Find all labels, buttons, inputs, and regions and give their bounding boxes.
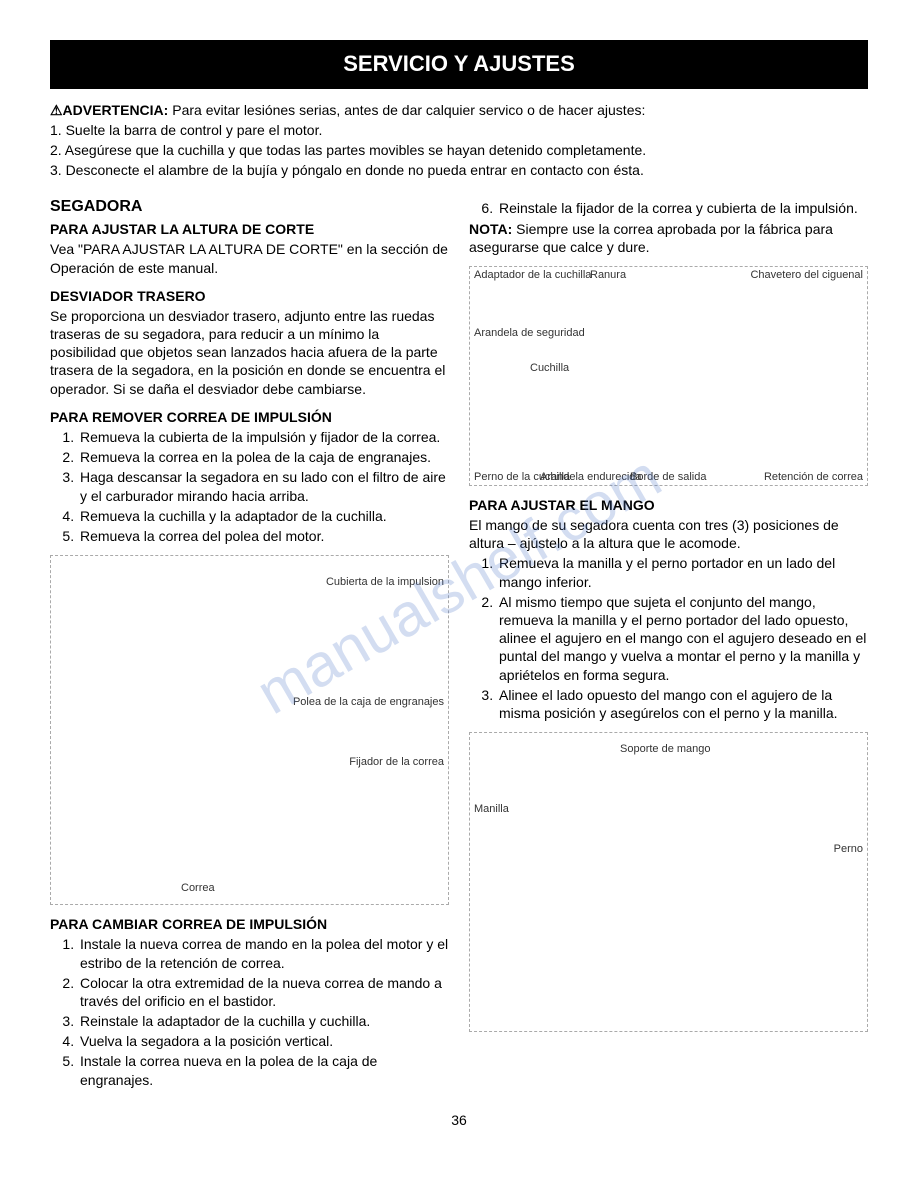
diag-label: Arandela de seguridad [474, 327, 585, 339]
mango-intro: El mango de su segadora cuenta con tres … [469, 516, 868, 552]
page-number: 36 [50, 1111, 868, 1129]
list-item: Haga descansar la segadora en su lado co… [78, 468, 449, 504]
diag-label: Cuchilla [530, 362, 569, 374]
remover-title: PARA REMOVER CORREA DE IMPULSIÓN [50, 408, 449, 426]
nota-line: NOTA: Siempre use la correa aprobada por… [469, 220, 868, 256]
mango-list: Remueva la manilla y el perno portador e… [469, 554, 868, 722]
right-column: Reinstale la fijador de la correa y cubi… [469, 197, 868, 1090]
warning-item-3: 3. Desconecte el alambre de la bujía y p… [50, 161, 868, 179]
list-item: Reinstale la adaptador de la cuchilla y … [78, 1012, 449, 1030]
left-column: SEGADORA PARA AJUSTAR LA ALTURA DE CORTE… [50, 197, 449, 1090]
diag-label: Chavetero del ciguenal [750, 269, 863, 281]
diag-label: Borde de salida [630, 471, 706, 483]
reinstale-list: Reinstale la fijador de la correa y cubi… [469, 199, 868, 217]
diag-label: Perno [834, 843, 863, 855]
list-item: Remueva la correa del polea del motor. [78, 527, 449, 545]
list-item: Al mismo tiempo que sujeta el conjunto d… [497, 593, 868, 684]
desviador-title: DESVIADOR TRASERO [50, 287, 449, 305]
diag-label: Fijador de la correa [349, 756, 444, 768]
header-bar: SERVICIO Y AJUSTES [50, 40, 868, 89]
warning-item-2: 2. Asegúrese que la cuchilla y que todas… [50, 141, 868, 159]
diag-label: Soporte de mango [620, 743, 711, 755]
remover-list: Remueva la cubierta de la impulsión y fi… [50, 428, 449, 545]
diag-label: Polea de la caja de engranajes [293, 696, 444, 708]
list-item: Alinee el lado opuesto del mango con el … [497, 686, 868, 722]
warning-intro: ⚠ADVERTENCIA: Para evitar lesiónes seria… [50, 101, 868, 119]
altura-title: PARA AJUSTAR LA ALTURA DE CORTE [50, 220, 449, 238]
list-item: Colocar la otra extremidad de la nueva c… [78, 974, 449, 1010]
mango-title: PARA AJUSTAR EL MANGO [469, 496, 868, 514]
cambiar-list: Instale la nueva correa de mando en la p… [50, 935, 449, 1089]
diag-label: Adaptador de la cuchilla [474, 269, 591, 281]
list-item: Remueva la correa en la polea de la caja… [78, 448, 449, 466]
cambiar-title: PARA CAMBIAR CORREA DE IMPULSIÓN [50, 915, 449, 933]
list-item: Remueva la manilla y el perno portador e… [497, 554, 868, 590]
warning-item-1: 1. Suelte la barra de control y pare el … [50, 121, 868, 139]
diagram-handle: Soporte de mango Manilla Perno [469, 732, 868, 1032]
altura-text: Vea "PARA AJUSTAR LA ALTURA DE CORTE" en… [50, 240, 449, 276]
diag-label: Arandela endurecida [540, 471, 642, 483]
warning-intro-text: Para evitar lesiónes serias, antes de da… [168, 102, 645, 118]
list-item: Reinstale la fijador de la correa y cubi… [497, 199, 868, 217]
list-item: Instale la nueva correa de mando en la p… [78, 935, 449, 971]
diag-label: Retención de correa [764, 471, 863, 483]
nota-label: NOTA: [469, 221, 512, 237]
content-columns: SEGADORA PARA AJUSTAR LA ALTURA DE CORTE… [50, 197, 868, 1090]
diag-label: Ranura [590, 269, 626, 281]
diag-label: Correa [181, 882, 215, 894]
warning-label: ⚠ADVERTENCIA: [50, 102, 168, 118]
list-item: Remueva la cubierta de la impulsión y fi… [78, 428, 449, 446]
list-item: Vuelva la segadora a la posición vertica… [78, 1032, 449, 1050]
diagram-drive-cover: Cubierta de la impulsion Polea de la caj… [50, 555, 449, 905]
nota-text: Siempre use la correa aprobada por la fá… [469, 221, 833, 255]
warning-block: ⚠ADVERTENCIA: Para evitar lesiónes seria… [50, 101, 868, 180]
list-item: Remueva la cuchilla y la adaptador de la… [78, 507, 449, 525]
diagram-blade: Adaptador de la cuchilla Ranura Chaveter… [469, 266, 868, 486]
diag-label: Manilla [474, 803, 509, 815]
list-item: Instale la correa nueva en la polea de l… [78, 1052, 449, 1088]
desviador-text: Se proporciona un desviador trasero, adj… [50, 307, 449, 398]
segadora-title: SEGADORA [50, 197, 449, 218]
diag-label: Cubierta de la impulsion [326, 576, 444, 588]
